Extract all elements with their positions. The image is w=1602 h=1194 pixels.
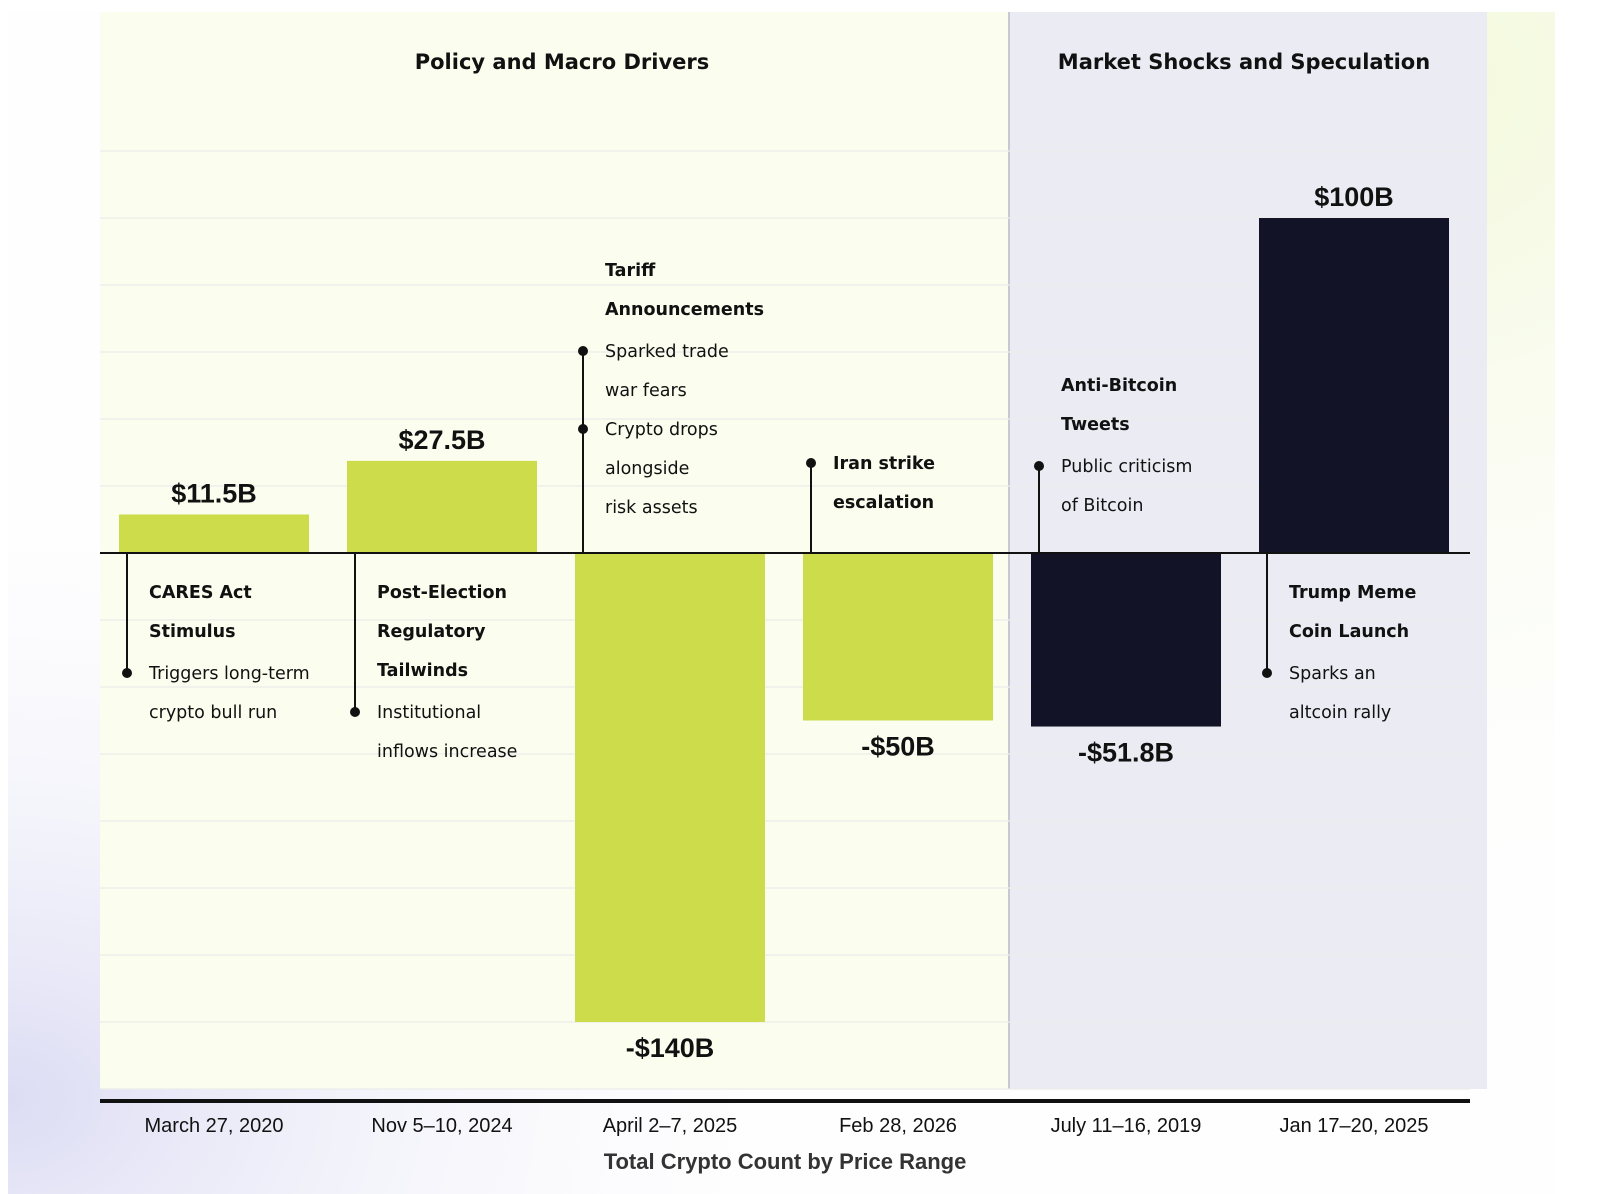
- annotation-dot: [122, 668, 132, 678]
- annotation-text: Triggers long-term: [148, 664, 310, 684]
- x-tick-label: Feb 28, 2026: [839, 1115, 957, 1137]
- value-labels: $11.5B $27.5B -$140B -$50B -$51.8B $100B: [171, 182, 1394, 1063]
- x-tick-labels: March 27, 2020 Nov 5–10, 2024 April 2–7, 2…: [145, 1115, 1429, 1137]
- section-header-market: Market Shocks and Speculation: [1058, 50, 1430, 74]
- data-label: -$140B: [626, 1033, 715, 1063]
- annotation-text: inflows increase: [377, 742, 517, 762]
- annotation-text: altcoin rally: [1289, 703, 1391, 723]
- section-header-policy: Policy and Macro Drivers: [415, 50, 710, 74]
- annotation-title: Tailwinds: [377, 661, 468, 681]
- annotation-text: of Bitcoin: [1061, 496, 1143, 516]
- annotation-dot: [578, 424, 588, 434]
- bar: [119, 514, 309, 553]
- bar: [347, 460, 537, 553]
- annotation-text: Sparks an: [1289, 664, 1376, 684]
- x-tick-label: July 11–16, 2019: [1051, 1115, 1202, 1137]
- x-tick-label: April 2–7, 2025: [603, 1115, 738, 1137]
- annotation-text: Institutional: [377, 703, 481, 723]
- bar: [803, 553, 993, 721]
- data-label: $11.5B: [171, 478, 257, 508]
- annotation-text: Public criticism: [1061, 457, 1192, 477]
- x-tick-label: Nov 5–10, 2024: [371, 1115, 512, 1137]
- annotation-title: Coin Launch: [1289, 622, 1409, 642]
- data-label: $100B: [1314, 182, 1394, 212]
- annotation-dot: [1262, 668, 1272, 678]
- data-label: -$50B: [861, 732, 935, 762]
- annotation-title: Iran strike: [833, 454, 935, 474]
- x-tick-label: March 27, 2020: [145, 1115, 284, 1137]
- x-axis-title: Total Crypto Count by Price Range: [604, 1149, 967, 1174]
- annotation-text: war fears: [605, 381, 687, 401]
- annotation-text: Crypto drops: [605, 420, 718, 440]
- annotation-title: Tariff: [605, 261, 656, 281]
- annotation-title: Stimulus: [149, 622, 236, 642]
- data-label: -$51.8B: [1078, 738, 1174, 768]
- bars: [119, 218, 1449, 1022]
- annotations: CARES Act Stimulus Triggers long-term crypt…: [122, 261, 1416, 762]
- data-label: $27.5B: [398, 425, 485, 455]
- annotation-text: alongside: [605, 459, 689, 479]
- annotation-dot: [350, 707, 360, 717]
- annotation-title: Post-Election: [377, 583, 507, 603]
- annotation-title: Anti-Bitcoin: [1061, 376, 1177, 396]
- annotation-text: crypto bull run: [149, 703, 277, 723]
- annotation-title: Tweets: [1061, 415, 1130, 435]
- annotation-dot: [806, 458, 816, 468]
- x-tick-label: Jan 17–20, 2025: [1279, 1115, 1428, 1137]
- annotation-text: Sparked trade: [605, 342, 729, 362]
- bar: [1259, 218, 1449, 553]
- annotation-text: risk assets: [605, 498, 698, 518]
- bar: [575, 553, 765, 1022]
- bar: [1031, 553, 1221, 727]
- annotation-dot: [578, 346, 588, 356]
- annotation-title: Trump Meme: [1289, 583, 1416, 603]
- annotation-title: escalation: [833, 493, 934, 513]
- annotation-title: Regulatory: [377, 622, 486, 642]
- annotation-title: Announcements: [605, 300, 764, 320]
- annotation-title: CARES Act: [149, 583, 252, 603]
- annotation-dot: [1034, 461, 1044, 471]
- gridlines: [100, 150, 1470, 1090]
